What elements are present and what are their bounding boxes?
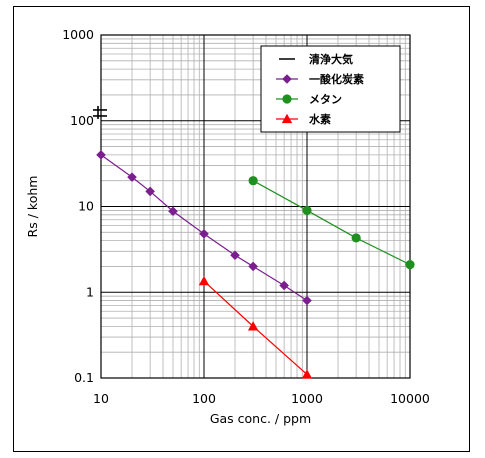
data-point bbox=[248, 261, 258, 272]
data-point bbox=[230, 250, 240, 261]
data-point bbox=[301, 369, 313, 379]
data-point bbox=[405, 260, 415, 270]
data-point bbox=[248, 176, 258, 186]
data-point bbox=[145, 186, 155, 197]
legend-label: 一酸化炭素 bbox=[309, 72, 364, 86]
data-point bbox=[96, 150, 106, 160]
data-point bbox=[247, 321, 259, 331]
y-tick-label: 10 bbox=[78, 199, 94, 214]
y-tick-label: 1 bbox=[86, 284, 94, 299]
data-point bbox=[168, 206, 178, 217]
data-point bbox=[351, 233, 361, 243]
legend-label: メタン bbox=[309, 93, 342, 106]
plot-area-border bbox=[100, 34, 411, 379]
data-point bbox=[199, 229, 209, 239]
data-point bbox=[302, 295, 312, 306]
data-point bbox=[198, 275, 210, 286]
legend-label: 水素 bbox=[309, 112, 331, 126]
y-tick-label: 0.1 bbox=[74, 370, 94, 385]
x-tick-label: 10 bbox=[93, 391, 109, 406]
data-point bbox=[302, 205, 312, 216]
x-tick-label: 10000 bbox=[390, 391, 430, 406]
legend-label: 清浄大気 bbox=[309, 52, 353, 66]
data-point bbox=[279, 280, 289, 291]
x-axis-label: Gas conc. / ppm bbox=[210, 411, 311, 426]
x-tick-label: 100 bbox=[192, 391, 216, 406]
data-point bbox=[127, 172, 137, 182]
y-axis-label: Rs / kohm bbox=[25, 176, 40, 238]
y-tick-label: 100 bbox=[70, 113, 94, 128]
x-tick-label: 1000 bbox=[291, 391, 323, 406]
legend-marker bbox=[282, 94, 292, 104]
legend-marker bbox=[281, 113, 293, 124]
legend-marker bbox=[282, 74, 292, 84]
series-line bbox=[252, 180, 411, 266]
legend-box bbox=[260, 45, 401, 133]
y-tick-label: 1000 bbox=[62, 27, 94, 42]
